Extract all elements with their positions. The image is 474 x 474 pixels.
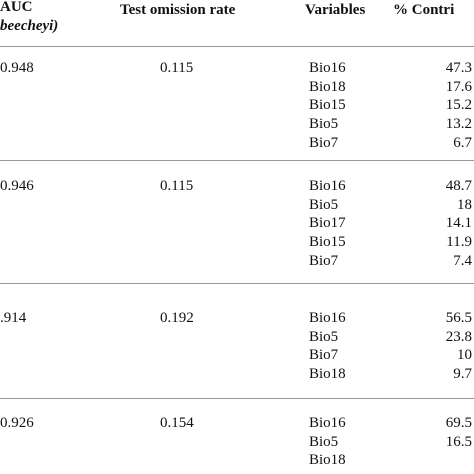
variable: Bio15	[309, 97, 346, 114]
contribution: 17.6	[445, 78, 472, 95]
header-species: beecheyi)	[0, 18, 59, 34]
group-rule	[0, 398, 474, 399]
variable: Bio16	[309, 415, 346, 431]
contribution: 13.2	[445, 116, 472, 133]
variable: Bio17	[309, 215, 346, 232]
header-rule	[0, 46, 474, 47]
contribution: 23.8	[445, 328, 472, 345]
header-auc: AUC	[0, 0, 33, 15]
contribution: 15.2	[445, 97, 472, 114]
contribution: 14.1	[445, 215, 472, 232]
contribution: 56.5	[445, 310, 472, 326]
variable: Bio5	[309, 116, 339, 133]
contribution: 47.3	[445, 60, 472, 76]
variable: Bio7	[309, 252, 339, 269]
variable: Bio5	[309, 433, 339, 450]
contribution: 48.7	[445, 178, 472, 194]
contribution: 18	[457, 196, 472, 213]
variable: Bio7	[309, 347, 339, 364]
variable: Bio5	[309, 328, 339, 345]
auc-value: 0.946	[0, 178, 34, 194]
variable: Bio16	[309, 310, 346, 326]
omission-value: 0.115	[160, 178, 194, 194]
contribution: 7.4	[453, 252, 472, 269]
contribution: 6.7	[453, 134, 472, 151]
group-rule	[0, 283, 474, 284]
variable: Bio16	[309, 60, 346, 76]
header-contribution: % Contri	[393, 2, 455, 18]
variable: Bio16	[309, 178, 346, 194]
auc-value: 0.948	[0, 60, 34, 76]
omission-value: 0.154	[160, 415, 194, 431]
variable: Bio18	[309, 366, 346, 383]
auc-value: 0.926	[0, 415, 34, 431]
variable: Bio15	[309, 234, 346, 251]
omission-value: 0.192	[160, 310, 194, 326]
contribution: 11.9	[446, 234, 472, 251]
header-variables: Variables	[305, 2, 366, 18]
variable: Bio18	[309, 452, 346, 469]
group-rule	[0, 160, 474, 161]
omission-value: 0.115	[160, 60, 194, 76]
contribution: 69.5	[445, 415, 472, 431]
variable: Bio18	[309, 78, 346, 95]
variable: Bio7	[309, 134, 339, 151]
header-omission: Test omission rate	[120, 2, 236, 18]
variable: Bio5	[309, 196, 339, 213]
contribution: 16.5	[445, 433, 472, 450]
contribution: 9.7	[453, 366, 472, 383]
contribution: 10	[457, 347, 472, 364]
auc-value: .914	[0, 310, 27, 326]
